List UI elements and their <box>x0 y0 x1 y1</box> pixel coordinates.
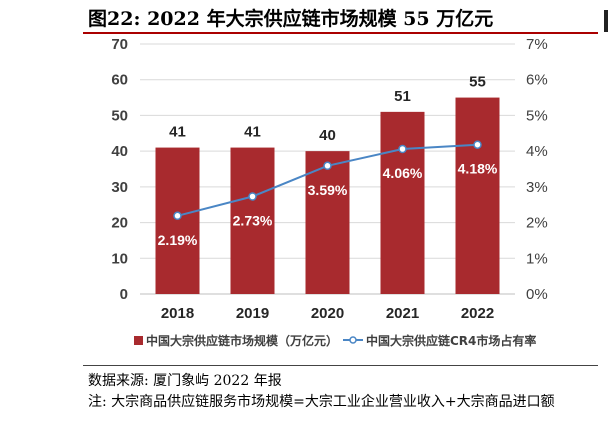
cr4-point <box>323 161 332 171</box>
x-tick-label: 2019 <box>236 305 269 322</box>
bar-value-label: 51 <box>394 88 411 105</box>
line-value-labels: 2.19% 2.73% 3.59% 4.06% 4.18% <box>158 161 498 248</box>
bar <box>230 147 275 294</box>
y2-tick-label: 3% <box>526 179 548 196</box>
y2-tick-label: 6% <box>526 72 548 89</box>
line-value-label: 4.18% <box>458 161 498 177</box>
y-tick-label: 10 <box>111 250 128 267</box>
x-axis: 2018 2019 2020 2021 2022 <box>161 305 494 322</box>
x-tick-label: 2020 <box>311 305 344 322</box>
bar-value-label: 41 <box>169 124 186 141</box>
legend: 中国大宗供应链市场规模（万亿元） 中国大宗供应链CR4市场占有率 <box>134 333 536 348</box>
legend-line-marker <box>349 336 357 344</box>
title-rule <box>83 32 598 34</box>
legend-bar-swatch <box>134 336 143 345</box>
footnote: 注: 大宗商品供应链服务市场规模=大宗工业企业营业收入+大宗商品进口额 <box>88 394 555 410</box>
bottom-rule <box>83 365 598 366</box>
cr4-point <box>473 140 482 149</box>
x-tick-label: 2021 <box>386 305 419 322</box>
bar <box>305 151 350 294</box>
legend-bar-label: 中国大宗供应链市场规模（万亿元） <box>146 333 338 348</box>
y-tick-label: 40 <box>111 143 128 160</box>
bar <box>455 97 500 294</box>
line-value-label: 2.73% <box>233 213 273 229</box>
y2-tick-label: 0% <box>526 286 548 303</box>
line-value-label: 4.06% <box>383 165 423 181</box>
bar-value-label: 40 <box>319 127 336 144</box>
line-value-label: 3.59% <box>308 182 348 198</box>
page-edge-marker <box>604 10 608 32</box>
bar-series <box>155 97 500 294</box>
cr4-point <box>173 211 182 221</box>
gridlines <box>140 43 515 295</box>
bar <box>380 111 425 294</box>
y2-tick-label: 2% <box>526 215 548 232</box>
y-axis-left: 0 10 20 30 40 50 60 70 <box>111 36 128 303</box>
y2-tick-label: 5% <box>526 107 548 124</box>
cr4-point <box>398 144 407 154</box>
bar-value-labels: 41 41 40 51 55 <box>169 74 486 145</box>
x-tick-label: 2022 <box>461 305 494 322</box>
cr4-point <box>248 192 257 201</box>
y-axis-right: 0% 1% 2% 3% 4% 5% 6% 7% <box>526 36 548 303</box>
line-value-label: 2.19% <box>158 232 198 248</box>
x-tick-label: 2018 <box>161 305 194 322</box>
y-tick-label: 30 <box>111 179 128 196</box>
source-note: 数据来源: 厦门象屿 2022 年报 <box>88 373 282 389</box>
bar-value-label: 41 <box>244 124 261 141</box>
y-tick-label: 0 <box>120 286 128 303</box>
legend-line-label: 中国大宗供应链CR4市场占有率 <box>366 333 536 348</box>
y-tick-label: 60 <box>111 72 128 89</box>
y2-tick-label: 1% <box>526 250 548 267</box>
chart: 41 41 40 51 55 2.19% 2.73% 3.59% 4.06% 4.18% 0 10… <box>111 36 548 348</box>
y-tick-label: 70 <box>111 36 128 53</box>
figure-title: 图22: 2022 年大宗供应链市场规模 55 万亿元 <box>88 8 494 30</box>
line-series <box>173 140 482 221</box>
y2-tick-label: 7% <box>526 36 548 53</box>
y-tick-label: 50 <box>111 107 128 124</box>
y2-tick-label: 4% <box>526 143 548 160</box>
bar-value-label: 55 <box>469 74 486 91</box>
bar <box>155 147 200 294</box>
y-tick-label: 20 <box>111 215 128 232</box>
